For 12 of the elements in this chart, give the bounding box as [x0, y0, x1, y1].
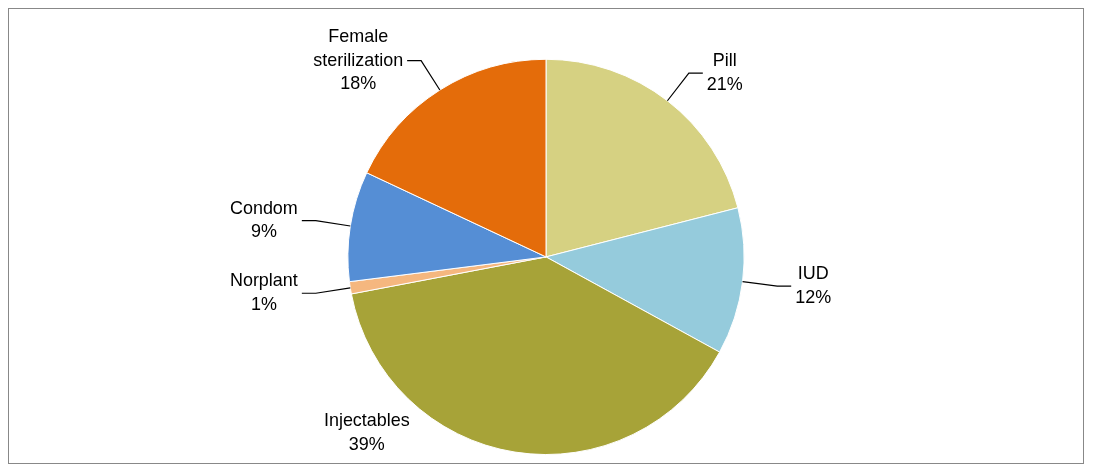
slice-label: IUD: [797, 263, 829, 284]
slice-label: Female sterilization: [313, 25, 404, 70]
data-label: 18%: [340, 73, 377, 94]
slice-label: Pill: [712, 50, 737, 71]
slice-label: Norplant: [229, 270, 298, 291]
data-label: 21%: [706, 74, 743, 95]
data-label: 1%: [250, 294, 277, 315]
data-label: 9%: [250, 221, 277, 242]
data-label: 39%: [348, 434, 385, 455]
data-label: 12%: [795, 286, 832, 307]
slice-label: Injectables: [323, 410, 410, 431]
slice-label: Condom: [229, 197, 298, 218]
